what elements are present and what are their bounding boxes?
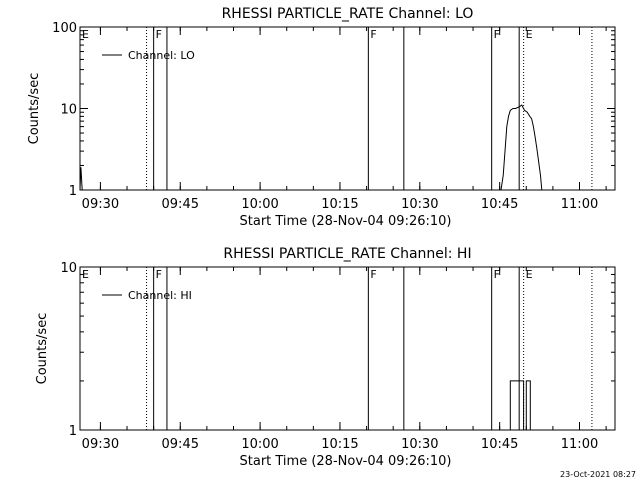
x-tick-label: 10:45 bbox=[481, 437, 518, 452]
x-tick-label: 09:45 bbox=[162, 197, 199, 212]
x-tick-label: 10:00 bbox=[241, 197, 278, 212]
y-axis-label: Counts/sec bbox=[35, 313, 50, 385]
x-tick-label: 10:45 bbox=[481, 197, 518, 212]
chart-panel-0: RHESSI PARTICLE_RATE Channel: LO 1 10 100 Co… bbox=[27, 6, 616, 229]
y-axis-label: Counts/sec bbox=[27, 73, 42, 145]
x-axis-label: Start Time (28-Nov-04 09:26:10) bbox=[240, 454, 452, 469]
chart-title: RHESSI PARTICLE_RATE Channel: LO bbox=[222, 6, 474, 22]
footer-timestamp: 23-Oct-2021 08:27 bbox=[560, 470, 636, 479]
x-tick-label: 10:30 bbox=[401, 437, 438, 452]
marker-label: F bbox=[156, 268, 162, 281]
chart-title: RHESSI PARTICLE_RATE Channel: HI bbox=[223, 246, 471, 262]
series-line bbox=[509, 380, 531, 431]
x-tick-label: 10:00 bbox=[241, 437, 278, 452]
plot-frame bbox=[79, 266, 616, 431]
y-tick-label: 1 bbox=[69, 424, 77, 439]
y-tick-label: 100 bbox=[52, 21, 77, 36]
legend-label: Channel: LO bbox=[128, 49, 195, 62]
marker-label: E bbox=[526, 268, 533, 281]
marker-label: E bbox=[82, 268, 89, 281]
chart-panel-1: RHESSI PARTICLE_RATE Channel: HI 1 10 Count… bbox=[35, 246, 616, 469]
x-tick-label: 10:30 bbox=[401, 197, 438, 212]
marker-label: F bbox=[494, 268, 500, 281]
x-tick-label: 11:00 bbox=[561, 197, 598, 212]
x-tick-label: 09:45 bbox=[162, 437, 199, 452]
x-tick-label: 10:15 bbox=[321, 197, 358, 212]
y-tick-label: 10 bbox=[60, 261, 77, 276]
marker-label: F bbox=[370, 28, 376, 41]
marker-label: E bbox=[526, 28, 533, 41]
marker-label: F bbox=[370, 268, 376, 281]
marker-label: F bbox=[156, 28, 162, 41]
y-tick-label: 1 bbox=[69, 184, 77, 199]
legend-label: Channel: HI bbox=[128, 289, 192, 302]
x-tick-label: 10:15 bbox=[321, 437, 358, 452]
y-tick-label: 10 bbox=[60, 103, 77, 118]
x-tick-label: 09:30 bbox=[82, 437, 119, 452]
marker-label: F bbox=[494, 28, 500, 41]
x-tick-label: 11:00 bbox=[561, 437, 598, 452]
series-line bbox=[79, 104, 543, 191]
marker-label: E bbox=[82, 28, 89, 41]
x-tick-label: 09:30 bbox=[82, 197, 119, 212]
x-axis-label: Start Time (28-Nov-04 09:26:10) bbox=[240, 214, 452, 229]
